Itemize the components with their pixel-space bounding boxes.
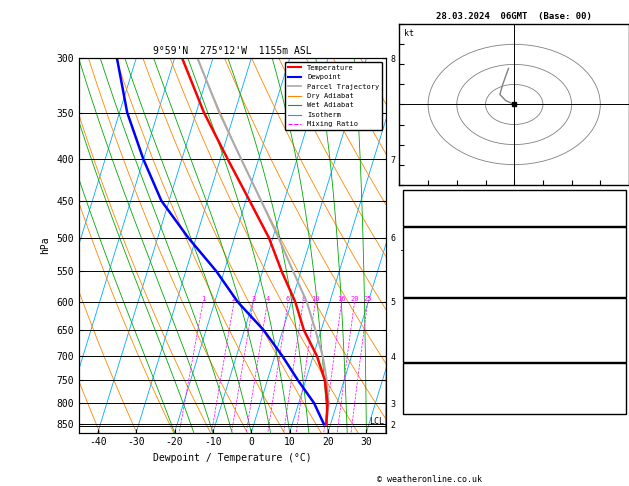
Text: 346: 346 bbox=[608, 319, 623, 328]
Text: 82: 82 bbox=[613, 338, 623, 347]
Text: 2: 2 bbox=[232, 296, 236, 302]
Text: 25: 25 bbox=[364, 296, 372, 302]
Text: Lifted Index: Lifted Index bbox=[406, 329, 465, 338]
Text: 16: 16 bbox=[337, 296, 346, 302]
Text: 41: 41 bbox=[613, 206, 623, 215]
Text: Surface: Surface bbox=[496, 230, 533, 239]
Text: 18.9: 18.9 bbox=[603, 238, 623, 247]
Text: K: K bbox=[406, 195, 411, 205]
Text: 6: 6 bbox=[286, 296, 290, 302]
Text: 20: 20 bbox=[350, 296, 359, 302]
Text: 8: 8 bbox=[301, 296, 305, 302]
Text: 5: 5 bbox=[618, 402, 623, 412]
Text: θₑ (K): θₑ (K) bbox=[406, 319, 436, 328]
Text: 346: 346 bbox=[608, 257, 623, 266]
Text: 1: 1 bbox=[618, 267, 623, 276]
Text: 95: 95 bbox=[613, 348, 623, 357]
Text: PW (cm): PW (cm) bbox=[406, 217, 441, 226]
Text: θₑ(K): θₑ(K) bbox=[406, 257, 431, 266]
Text: 144: 144 bbox=[608, 286, 623, 295]
Text: 4: 4 bbox=[265, 296, 270, 302]
Text: 13: 13 bbox=[613, 383, 623, 392]
Text: 3: 3 bbox=[251, 296, 255, 302]
Text: Totals Totals: Totals Totals bbox=[406, 206, 470, 215]
Text: © weatheronline.co.uk: © weatheronline.co.uk bbox=[377, 474, 482, 484]
Text: 28.03.2024  06GMT  (Base: 00): 28.03.2024 06GMT (Base: 00) bbox=[437, 12, 592, 21]
Text: CAPE (J): CAPE (J) bbox=[406, 338, 446, 347]
Text: Lifted Index: Lifted Index bbox=[406, 267, 465, 276]
Text: Most Unstable: Most Unstable bbox=[479, 301, 549, 311]
Text: Pressure (mb): Pressure (mb) bbox=[406, 309, 470, 318]
Text: 52: 52 bbox=[613, 277, 623, 286]
Text: EH: EH bbox=[406, 373, 416, 382]
Text: kt: kt bbox=[404, 29, 414, 38]
Text: Dewp (°C): Dewp (°C) bbox=[406, 247, 451, 257]
Text: LCL: LCL bbox=[369, 417, 384, 426]
Text: CIN (J): CIN (J) bbox=[406, 348, 441, 357]
Text: CAPE (J): CAPE (J) bbox=[406, 277, 446, 286]
Text: Hodograph: Hodograph bbox=[490, 365, 538, 375]
Text: 7: 7 bbox=[618, 373, 623, 382]
Text: StmSpd (kt): StmSpd (kt) bbox=[406, 402, 460, 412]
Text: 18.3: 18.3 bbox=[603, 247, 623, 257]
Title: 9°59'N  275°12'W  1155m ASL: 9°59'N 275°12'W 1155m ASL bbox=[153, 46, 311, 56]
Text: 850: 850 bbox=[608, 309, 623, 318]
Text: Temp (°C): Temp (°C) bbox=[406, 238, 451, 247]
Text: CIN (J): CIN (J) bbox=[406, 286, 441, 295]
Y-axis label: hPa: hPa bbox=[41, 237, 50, 254]
Text: StmDir: StmDir bbox=[406, 393, 436, 402]
Text: -0: -0 bbox=[613, 329, 623, 338]
Text: 1: 1 bbox=[201, 296, 205, 302]
Text: 34: 34 bbox=[613, 195, 623, 205]
Text: 125°: 125° bbox=[603, 393, 623, 402]
Text: 2.82: 2.82 bbox=[603, 217, 623, 226]
Text: SREH: SREH bbox=[406, 383, 426, 392]
Legend: Temperature, Dewpoint, Parcel Trajectory, Dry Adiabat, Wet Adiabat, Isotherm, Mi: Temperature, Dewpoint, Parcel Trajectory… bbox=[285, 62, 382, 130]
Text: 10: 10 bbox=[311, 296, 320, 302]
Y-axis label: km
ASL: km ASL bbox=[401, 238, 420, 253]
X-axis label: Dewpoint / Temperature (°C): Dewpoint / Temperature (°C) bbox=[153, 453, 311, 463]
